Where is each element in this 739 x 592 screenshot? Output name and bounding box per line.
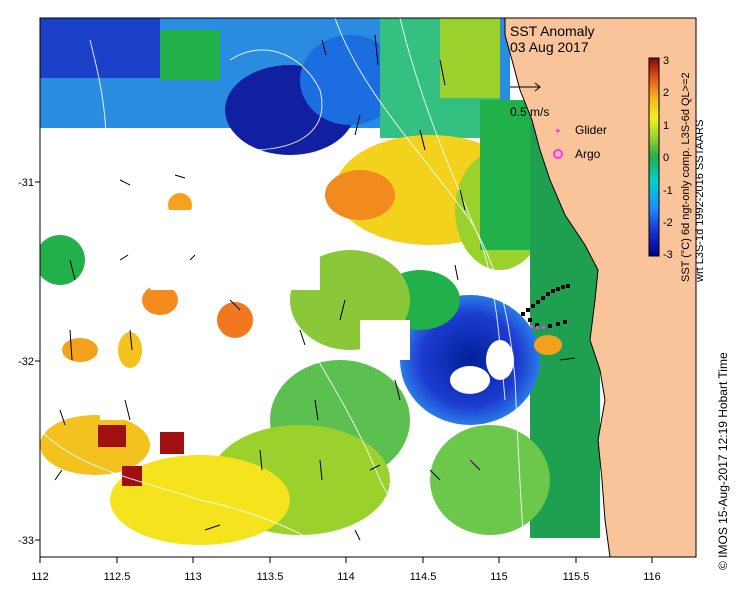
legend-argo-label: Argo	[575, 147, 601, 161]
x-tick-label: 113.5	[257, 571, 284, 583]
legend-glider-label: Glider	[575, 123, 607, 137]
map-frame	[39, 17, 697, 558]
map-title: SST Anomaly	[510, 23, 595, 39]
glider-track	[521, 284, 570, 328]
glider-marker-icon: ✦	[554, 126, 562, 136]
argo-marker-icon	[553, 149, 563, 159]
x-tick-label: 112.5	[104, 571, 131, 583]
colorbar-tick: 3	[663, 55, 669, 67]
x-tick-label: 115	[490, 571, 508, 583]
track-legend: ✦ Glider Argo	[553, 123, 607, 161]
argo-track	[530, 325, 545, 329]
colorbar-label-line2: wrt L3S-1d 1992-2016 SSTAARS	[694, 120, 706, 283]
colorbar: 3 2 1 0 -1 -2 -3 SST (°C) 6d ngt-only co…	[648, 55, 706, 283]
colorbar-tick: -1	[663, 185, 673, 197]
y-axis: -31 -32 -33	[18, 177, 34, 547]
footer-credit: © IMOS 15-Aug-2017 12:19 Hobart Time	[716, 352, 730, 570]
map-date: 03 Aug 2017	[510, 39, 589, 55]
x-tick-label: 116	[643, 571, 661, 583]
bathymetry-contours	[40, 18, 526, 557]
map-panel	[40, 18, 696, 557]
tick-marks	[35, 181, 653, 563]
x-axis: 112 112.5 113 113.5 114 114.5 115 115.5 …	[31, 571, 661, 583]
x-tick-label: 115.5	[563, 571, 590, 583]
colorbar-tick: -3	[663, 249, 673, 261]
x-tick-label: 114.5	[410, 571, 437, 583]
colorbar-ramp	[648, 57, 660, 257]
colorbar-tick: -2	[663, 217, 673, 229]
x-tick-label: 113	[184, 571, 202, 583]
y-tick-label: -32	[18, 356, 34, 368]
x-tick-label: 114	[337, 571, 355, 583]
colorbar-tick: 2	[663, 87, 669, 99]
colorbar-tick: 0	[663, 152, 669, 164]
y-tick-label: -31	[18, 177, 34, 189]
colorbar-ticks: 3 2 1 0 -1 -2 -3	[663, 55, 673, 261]
land-mass	[504, 18, 696, 557]
colorbar-tick: 1	[663, 120, 669, 132]
y-tick-label: -33	[18, 535, 34, 547]
velocity-scale: 0.5 m/s	[510, 82, 549, 119]
x-tick-label: 112	[31, 571, 49, 583]
velocity-scale-label: 0.5 m/s	[510, 105, 549, 119]
current-vectors	[54, 34, 576, 541]
colorbar-label-line1: SST (°C) 6d ngt-only comp. L3S-6d QL>=2	[680, 72, 692, 282]
